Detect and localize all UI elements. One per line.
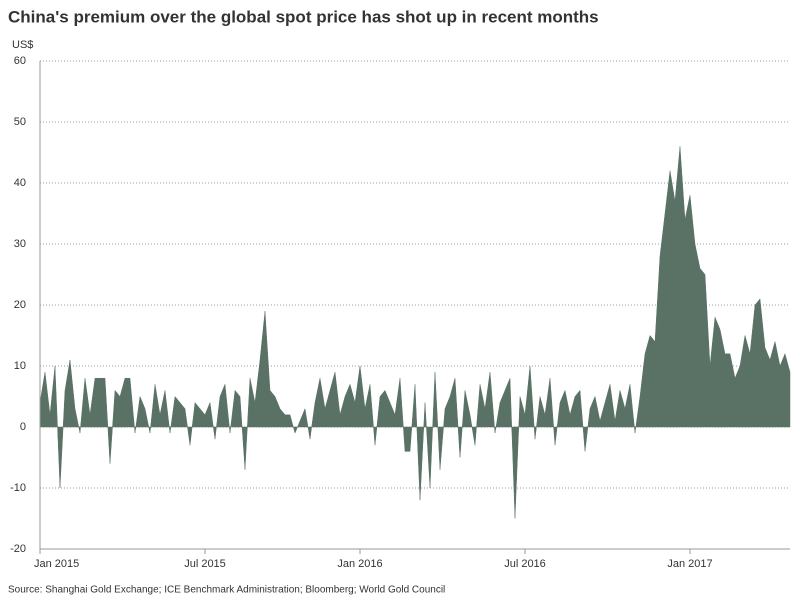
y-axis-label: US$ xyxy=(12,39,33,51)
area xyxy=(39,146,791,519)
y-tick-label: 0 xyxy=(20,421,26,433)
y-tick-label: 20 xyxy=(14,299,26,311)
source-note: Source: Shanghai Gold Exchange; ICE Benc… xyxy=(8,585,445,596)
x-tick-label: Jan 2016 xyxy=(337,558,382,570)
y-tick-label: 40 xyxy=(14,177,26,189)
x-tick-label: Jul 2016 xyxy=(504,558,546,570)
y-tick-label: -10 xyxy=(10,482,26,494)
chart-title: China's premium over the global spot pri… xyxy=(8,7,599,26)
y-tick-label: 50 xyxy=(14,116,26,128)
y-tick-label: 10 xyxy=(14,360,26,372)
y-tick-label: 60 xyxy=(14,55,26,67)
x-tick-label: Jan 2017 xyxy=(667,558,712,570)
x-tick-label: Jan 2015 xyxy=(34,558,79,570)
x-tick-label: Jul 2015 xyxy=(184,558,226,570)
y-tick-label: -20 xyxy=(10,543,26,555)
y-tick-label: 30 xyxy=(14,238,26,250)
